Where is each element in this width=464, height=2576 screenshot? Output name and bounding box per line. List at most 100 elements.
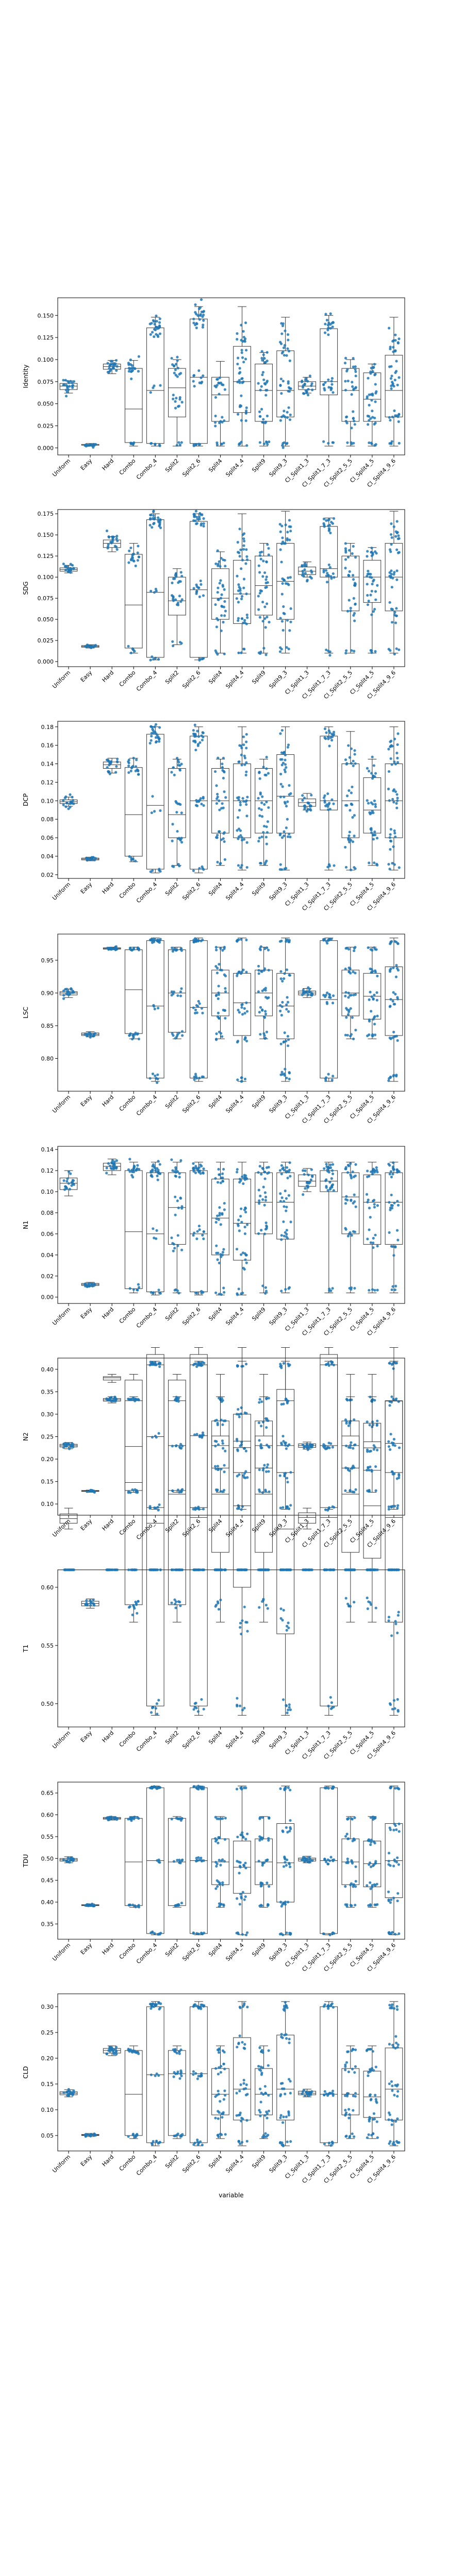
data-point — [394, 371, 397, 374]
data-point — [389, 833, 392, 836]
data-point — [286, 1831, 289, 1834]
category-split2 — [168, 1396, 186, 1494]
data-point — [192, 940, 195, 944]
data-point — [266, 1607, 269, 1610]
data-point — [72, 799, 75, 802]
y-tick-label: 0.14 — [41, 761, 54, 768]
data-point — [367, 377, 370, 380]
data-point — [262, 1015, 266, 1019]
data-point — [347, 549, 351, 552]
data-point — [345, 649, 348, 652]
x-tick-label: Combo — [118, 881, 137, 900]
data-point — [195, 589, 198, 593]
data-point — [223, 973, 226, 976]
data-point — [132, 1604, 135, 1607]
data-point — [223, 1208, 226, 1211]
data-point — [327, 327, 330, 330]
data-point — [390, 442, 393, 445]
data-point — [349, 609, 352, 613]
data-point — [192, 443, 195, 446]
data-point — [114, 1816, 117, 1820]
data-point — [389, 576, 392, 579]
data-point — [201, 738, 204, 742]
data-point — [176, 359, 179, 362]
data-point — [372, 775, 375, 778]
data-point — [309, 1445, 312, 1448]
data-point — [237, 1218, 240, 1222]
data-point — [214, 649, 217, 652]
x-tick-label: Split9 — [251, 1306, 267, 1322]
data-point — [154, 1786, 157, 1789]
data-point — [369, 1465, 372, 1468]
category-cl-split1-3 — [298, 793, 317, 813]
data-point — [285, 1229, 288, 1232]
box — [385, 1400, 403, 1623]
data-point — [240, 764, 243, 767]
data-point — [306, 993, 310, 996]
data-point — [259, 1032, 262, 1036]
y-tick-label: 0.050 — [38, 616, 54, 623]
data-point — [324, 569, 328, 572]
category-split4 — [211, 549, 229, 656]
data-point — [371, 803, 374, 806]
data-point — [387, 1616, 391, 1619]
data-point — [394, 621, 397, 624]
y-tick-label: 0.175 — [38, 511, 54, 517]
category-combo-4 — [146, 1785, 164, 1936]
data-point — [245, 406, 248, 410]
data-point — [286, 1477, 289, 1480]
data-point — [223, 831, 226, 834]
data-point — [194, 1073, 197, 1076]
data-point — [195, 799, 198, 802]
data-point — [198, 306, 202, 309]
data-point — [84, 1033, 87, 1036]
data-point — [150, 811, 153, 815]
data-point — [132, 1817, 136, 1820]
data-point — [137, 370, 140, 373]
data-point — [287, 1786, 290, 1789]
data-point — [108, 1164, 111, 1167]
data-point — [221, 1213, 224, 1216]
data-point — [180, 837, 183, 840]
data-point — [192, 1931, 195, 1935]
data-point — [285, 1397, 288, 1400]
data-point — [218, 1214, 221, 1217]
data-point — [195, 592, 198, 595]
data-point — [287, 1621, 290, 1624]
data-point — [351, 816, 354, 819]
data-point — [240, 1508, 243, 1511]
data-point — [371, 834, 375, 837]
data-point — [281, 1698, 285, 1701]
data-point — [245, 815, 248, 818]
data-point — [284, 1287, 287, 1291]
data-point — [389, 998, 392, 1001]
data-point — [396, 969, 400, 972]
data-point — [375, 998, 378, 1002]
data-point — [136, 1289, 139, 1292]
data-point — [267, 1839, 270, 1842]
data-point — [387, 1445, 391, 1448]
data-point — [202, 522, 205, 525]
data-point — [178, 398, 181, 401]
data-point — [222, 1286, 225, 1290]
data-point — [109, 1817, 112, 1820]
category-split2-6 — [190, 298, 208, 447]
data-point — [353, 1568, 356, 1571]
x-tick-label: Split4_4 — [224, 1306, 245, 1327]
data-point — [258, 1398, 261, 1401]
data-point — [158, 443, 161, 446]
data-point — [267, 806, 270, 809]
data-point — [367, 1198, 370, 1201]
data-point — [180, 1207, 184, 1210]
data-point — [195, 583, 198, 586]
data-point — [287, 349, 291, 353]
data-point — [374, 400, 377, 403]
data-point — [344, 357, 347, 360]
data-point — [396, 1239, 400, 1242]
data-point — [241, 381, 244, 384]
data-point — [177, 862, 180, 866]
data-point — [216, 591, 219, 594]
data-point — [329, 575, 333, 578]
data-point — [202, 313, 205, 316]
